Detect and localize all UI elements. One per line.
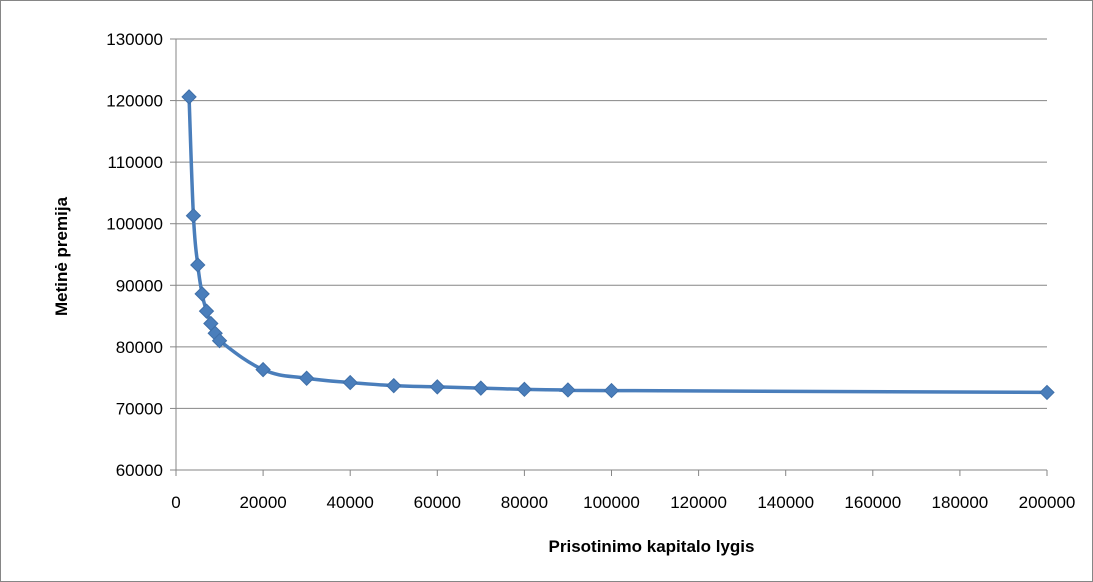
data-point [603, 382, 620, 399]
data-point [386, 377, 402, 394]
data-point [342, 374, 358, 391]
x-tick-label: 80000 [501, 493, 548, 512]
series-line [187, 95, 1049, 395]
data-point [1039, 384, 1055, 401]
x-tick-labels: 0 20000 40000 60000 80000 100000 120000 140000 1… [171, 493, 1075, 512]
data-point [211, 332, 228, 349]
data-point [185, 208, 202, 224]
y-axis-title: Metinė premija [52, 196, 71, 316]
y-tick-label: 120000 [106, 92, 163, 111]
x-tick-label: 0 [171, 493, 180, 512]
x-axis-title: Prisotinimo kapitalo lygis [549, 537, 755, 556]
data-point [429, 379, 446, 395]
data-series [181, 89, 1055, 401]
y-tick-label: 60000 [116, 461, 163, 480]
y-tick-label: 130000 [106, 30, 163, 49]
x-tick-label: 20000 [239, 493, 286, 512]
data-point [560, 382, 576, 398]
y-tick-label: 110000 [108, 153, 163, 172]
y-tick-labels: 60000 70000 80000 90000 100000 110000 120000 13… [106, 30, 163, 480]
y-tick-label: 80000 [116, 338, 163, 357]
data-point [255, 361, 271, 378]
x-tick-label: 120000 [670, 493, 727, 512]
data-point [194, 286, 210, 302]
data-point [298, 370, 315, 386]
x-tick-label: 40000 [327, 493, 374, 512]
x-tick-label: 140000 [757, 493, 814, 512]
data-point [190, 257, 206, 273]
data-point [473, 380, 489, 396]
x-tick-label: 200000 [1019, 493, 1076, 512]
x-tick-label: 160000 [844, 493, 901, 512]
data-point [181, 89, 197, 105]
x-tick-label: 180000 [932, 493, 989, 512]
data-point [516, 381, 533, 398]
y-tick-label: 70000 [116, 399, 163, 418]
data-point [198, 303, 215, 319]
x-tick-label: 100000 [583, 493, 640, 512]
gridlines [176, 38, 1047, 409]
y-tick-label: 90000 [116, 276, 163, 295]
y-tick-label: 100000 [106, 215, 163, 234]
x-tick-label: 60000 [414, 493, 461, 512]
axes [170, 38, 1048, 476]
